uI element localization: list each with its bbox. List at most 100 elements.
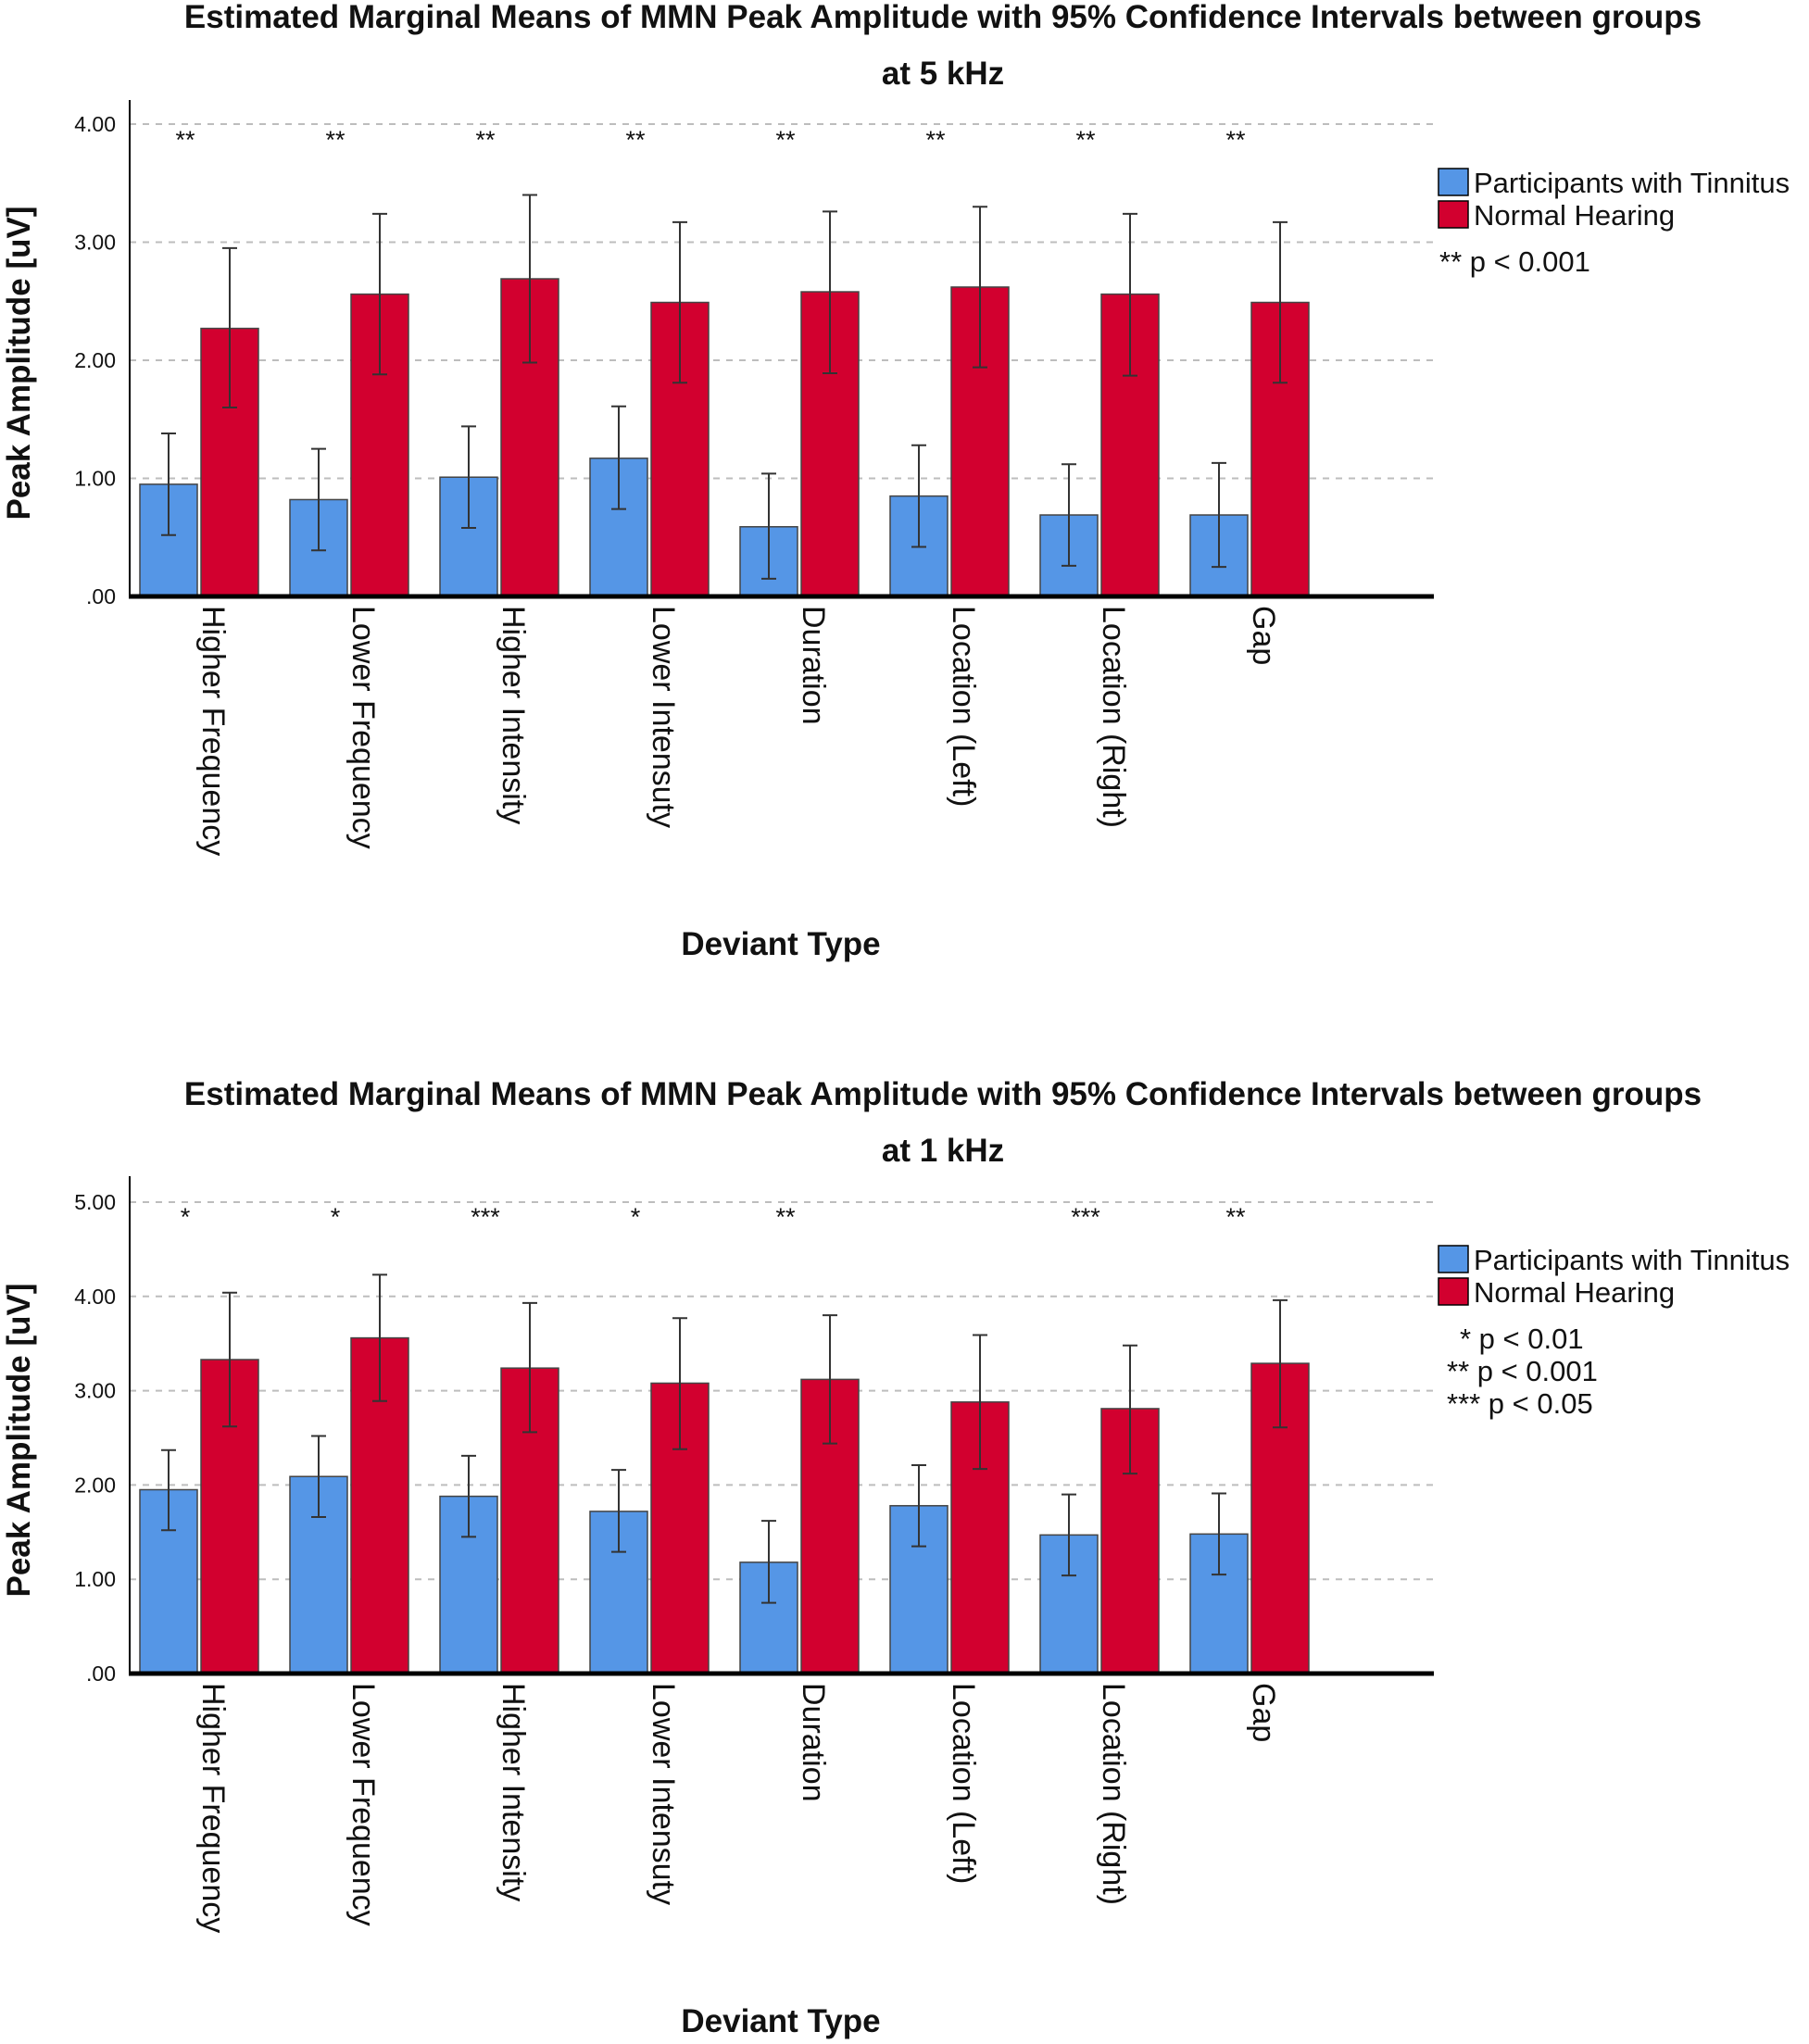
y-tick-label: 4.00 [74,1285,116,1309]
error-bar [522,194,537,364]
significance-markers: ** ** ** ** ** ** ** ** [175,126,1246,154]
x-tick-label: Duration [796,606,831,725]
significance-marker: ** [925,126,946,154]
y-tick-label: 3.00 [74,1379,116,1403]
y-tick-label: 5.00 [74,1190,116,1214]
error-bar [1273,1298,1288,1429]
y-tick-labels: .00 1.00 2.00 3.00 4.00 5.00 [74,1190,116,1686]
error-bar [1123,1344,1137,1475]
chart-title-line1: Estimated Marginal Means of MMN Peak Amp… [184,1076,1702,1112]
x-axis-title: Deviant Type [681,926,880,962]
x-tick-label: Lower Intensuty [646,606,681,828]
error-bar [222,246,237,408]
error-bar [372,212,387,376]
chart-title-line2: at 5 kHz [882,56,1004,92]
significance-markers: * * *** * ** *** ** [181,1203,1246,1231]
significance-note: *** p < 0.05 [1447,1387,1593,1420]
y-tick-label: 1.00 [74,1567,116,1591]
significance-marker: ** [1075,126,1096,154]
x-tick-label: Gap [1246,606,1281,665]
legend-swatch-tinnitus [1438,168,1469,196]
significance-marker: * [631,1203,641,1231]
significance-note: ** p < 0.001 [1447,1355,1598,1387]
error-bar [1062,1493,1076,1577]
x-tick-label: Location (Left) [946,1683,981,1884]
significance-marker: * [181,1203,191,1231]
error-bar [611,405,626,510]
chart-1khz: Estimated Marginal Means of MMN Peak Amp… [1,1076,1790,2039]
x-tick-label: Lower Frequency [345,606,381,849]
y-tick-label: 2.00 [74,348,116,372]
y-tick-label: .00 [86,584,116,608]
error-bars [161,1273,1288,1604]
x-tick-label: Duration [796,1683,831,1802]
significance-marker: * [331,1203,341,1231]
significance-marker: *** [1071,1203,1100,1231]
error-bar [1212,461,1226,569]
chart-title-line1: Estimated Marginal Means of MMN Peak Amp… [184,0,1702,35]
legend-label-tinnitus: Participants with Tinnitus [1474,1244,1790,1276]
error-bar [461,425,476,530]
error-bar [1123,212,1137,377]
error-bar [761,472,776,580]
error-bar [461,1454,476,1538]
y-tick-label: 3.00 [74,231,116,255]
error-bar [311,447,326,552]
legend-label-tinnitus: Participants with Tinnitus [1474,167,1790,199]
significance-marker: ** [775,126,796,154]
grid-lines [130,123,1434,480]
x-tick-label: Gap [1246,1683,1281,1742]
significance-note: * p < 0.01 [1460,1323,1584,1355]
error-bar [672,1317,687,1450]
error-bar [911,1464,926,1548]
error-bar [1273,220,1288,384]
x-tick-label: Higher Frequency [195,1683,231,1933]
error-bar [161,433,176,536]
y-tick-label: 4.00 [74,112,116,136]
error-bar [611,1469,626,1553]
chart-title-line2: at 1 kHz [882,1133,1004,1169]
error-bar [222,1291,237,1428]
y-tick-label: 1.00 [74,467,116,491]
chart-5khz: Estimated Marginal Means of MMN Peak Amp… [1,0,1790,962]
y-axis-title: Peak Amplitude [uV] [1,1283,37,1597]
legend-label-normal: Normal Hearing [1474,1276,1675,1309]
significance-marker: ** [1225,1203,1246,1231]
legend-swatch-normal [1438,1277,1469,1306]
error-bars [161,194,1288,580]
x-tick-label: Location (Right) [1096,606,1131,828]
significance-marker: ** [475,126,496,154]
y-axis-title: Peak Amplitude [uV] [1,206,37,520]
y-tick-labels: .00 1.00 2.00 3.00 4.00 [74,112,116,608]
error-bar [311,1435,326,1519]
significance-marker: ** [175,126,195,154]
error-bar [823,210,837,375]
error-bar [522,1301,537,1434]
x-tick-label: Higher Frequency [195,606,231,856]
significance-marker: ** [1225,126,1246,154]
legend: Participants with Tinnitus Normal Hearin… [1438,167,1790,232]
significance-marker: ** [325,126,345,154]
legend-swatch-tinnitus [1438,1245,1469,1273]
x-tick-labels: Higher Frequency Lower Frequency Higher In… [195,606,1281,856]
error-bar [372,1273,387,1402]
x-tick-label: Lower Frequency [345,1683,381,1926]
x-tick-label: Higher Intensity [496,1683,531,1901]
error-bar [1212,1492,1226,1576]
error-bar [161,1448,176,1532]
bars [139,278,1310,597]
y-tick-label: .00 [86,1662,116,1686]
x-tick-labels: Higher Frequency Lower Frequency Higher In… [195,1683,1281,1933]
significance-marker: ** [775,1203,796,1231]
error-bar [761,1520,776,1604]
x-tick-label: Lower Intensuty [646,1683,681,1905]
error-bar [1062,463,1076,567]
error-bar [973,206,987,369]
legend-swatch-normal [1438,200,1469,229]
x-tick-label: Location (Right) [1096,1683,1131,1905]
x-tick-label: Location (Left) [946,606,981,807]
significance-note: ** p < 0.001 [1439,245,1590,278]
x-axis-title: Deviant Type [681,2003,880,2039]
significance-marker: *** [471,1203,500,1231]
